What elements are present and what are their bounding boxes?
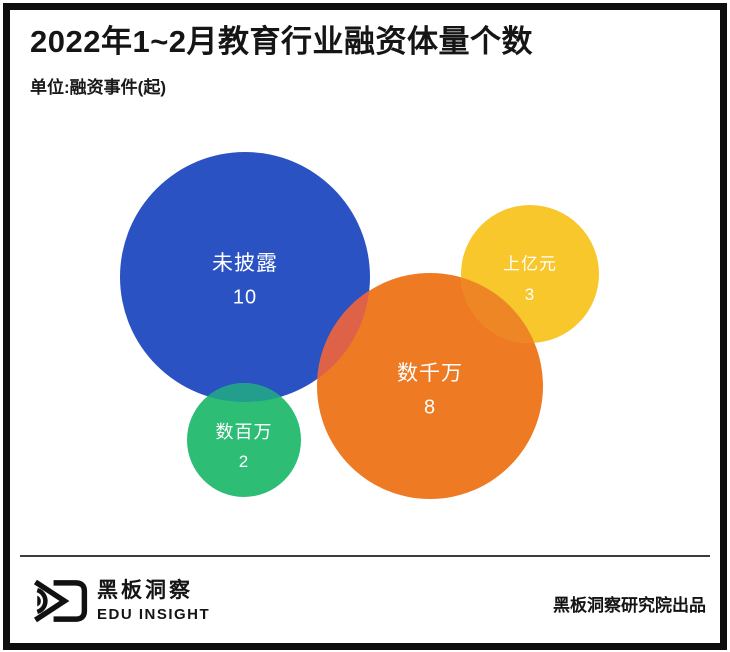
footer-divider bbox=[20, 555, 710, 557]
credit-text: 黑板洞察研究院出品 bbox=[553, 596, 706, 615]
bubble-3 bbox=[187, 383, 301, 497]
bubble-value: 2 bbox=[238, 452, 250, 471]
bubble-0 bbox=[120, 152, 370, 402]
bubble-category: 上亿元 bbox=[503, 254, 557, 274]
bubble-1 bbox=[317, 273, 543, 499]
unit-label: 单位:融资事件(起) bbox=[30, 78, 166, 97]
bubble-value: 8 bbox=[423, 396, 437, 419]
bubble-category: 数千万 bbox=[397, 362, 463, 385]
bubble-category: 未披露 bbox=[212, 252, 278, 275]
brand-name-en: EDU INSIGHT bbox=[97, 606, 211, 623]
brand-name-cn: 黑板洞察 bbox=[97, 579, 193, 602]
page-title: 2022年1~2月教育行业融资体量个数 bbox=[30, 24, 534, 59]
bubble-category: 数百万 bbox=[215, 422, 273, 442]
bubble-value: 3 bbox=[524, 285, 536, 304]
bubble-value: 10 bbox=[232, 286, 258, 309]
eye-insight-logo-icon bbox=[33, 579, 88, 623]
